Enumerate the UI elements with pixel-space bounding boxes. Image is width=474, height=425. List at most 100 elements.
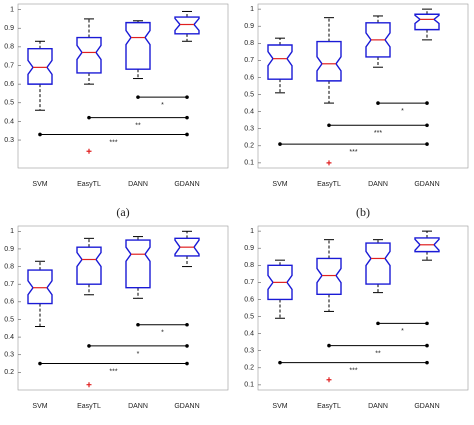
y-tick-label: 0.7 xyxy=(4,281,14,288)
bar-end xyxy=(327,123,331,128)
x-tick-label: EasyTL xyxy=(317,403,341,410)
box xyxy=(316,40,342,82)
significance-label: *** xyxy=(109,368,117,375)
box xyxy=(267,44,293,80)
significance-label: *** xyxy=(374,130,382,137)
x-tick-label: DANN xyxy=(368,181,388,188)
significance-label: *** xyxy=(109,139,117,146)
bar-end xyxy=(376,101,380,105)
x-tick-label: DANN xyxy=(368,403,388,410)
y-tick-label: 0.8 xyxy=(244,262,254,269)
bar-end xyxy=(425,123,429,128)
y-tick-label: 0.3 xyxy=(4,137,14,144)
x-tick-label: SVM xyxy=(32,403,47,410)
box xyxy=(174,237,200,257)
outlier xyxy=(326,160,332,166)
bar-end xyxy=(185,95,189,99)
bar-end xyxy=(185,115,189,120)
bar-end xyxy=(278,142,282,146)
significance-label: * xyxy=(401,328,404,335)
x-tick-label: DANN xyxy=(128,403,148,410)
box xyxy=(125,239,151,289)
significance-label: ** xyxy=(375,350,381,357)
significance-label: * xyxy=(161,102,164,109)
bar-end xyxy=(425,101,429,105)
box xyxy=(125,21,151,70)
box xyxy=(414,13,440,31)
y-tick-label: 0.2 xyxy=(4,369,14,376)
y-tick-label: 0.5 xyxy=(244,313,254,320)
y-tick-label: 0.4 xyxy=(4,334,14,341)
bar-end xyxy=(136,322,140,327)
x-tick-label: SVM xyxy=(272,403,287,410)
y-tick-label: 0.6 xyxy=(244,74,254,81)
y-tick-label: 0.8 xyxy=(4,263,14,270)
y-tick-label: 0.8 xyxy=(244,40,254,47)
y-tick-label: 0.6 xyxy=(4,81,14,88)
box xyxy=(76,246,102,285)
significance-label: ** xyxy=(135,123,141,130)
caption: (a) xyxy=(116,205,129,219)
significance-label: *** xyxy=(349,368,357,375)
axes-frame xyxy=(257,3,469,169)
y-tick-label: 0.7 xyxy=(244,279,254,286)
y-tick-label: 0.9 xyxy=(4,246,14,253)
bar-end xyxy=(87,344,91,348)
y-tick-label: 0.1 xyxy=(244,160,254,167)
bar-end xyxy=(327,343,331,348)
axes-frame xyxy=(17,3,229,169)
bar-end xyxy=(425,321,429,326)
y-tick-label: 0.2 xyxy=(244,365,254,372)
bar-end xyxy=(185,361,189,366)
bar-end xyxy=(278,360,282,365)
y-tick-label: 0.6 xyxy=(244,296,254,303)
box xyxy=(174,16,200,35)
y-tick-label: 0.2 xyxy=(244,143,254,150)
bar-end xyxy=(185,132,189,137)
bar-end xyxy=(425,142,429,146)
caption: (b) xyxy=(356,205,370,219)
bar-end xyxy=(376,321,380,326)
x-tick-label: GDANN xyxy=(414,403,439,410)
y-tick-label: 0.4 xyxy=(244,108,254,115)
y-tick-label: 0.7 xyxy=(4,62,14,69)
y-tick-label: 0.9 xyxy=(4,25,14,32)
box xyxy=(316,257,342,296)
x-tick-label: SVM xyxy=(272,181,287,188)
box xyxy=(76,36,102,74)
box xyxy=(267,264,293,301)
y-tick-label: 1 xyxy=(10,228,14,235)
y-tick-label: 0.9 xyxy=(244,23,254,30)
y-tick-label: 0.5 xyxy=(4,316,14,323)
y-tick-label: 1 xyxy=(10,6,14,13)
y-tick-label: 0.3 xyxy=(4,352,14,359)
x-tick-label: GDANN xyxy=(414,181,439,188)
box xyxy=(414,237,440,253)
y-tick-label: 1 xyxy=(250,228,254,235)
y-tick-label: 0.3 xyxy=(244,348,254,355)
significance-label: * xyxy=(137,351,140,358)
x-tick-label: GDANN xyxy=(174,403,199,410)
bar-end xyxy=(136,95,140,99)
axes-frame xyxy=(257,225,469,391)
axes-frame xyxy=(17,225,229,391)
y-tick-label: 0.6 xyxy=(4,299,14,306)
outlier xyxy=(86,148,92,154)
bar-end xyxy=(425,360,429,365)
outlier xyxy=(326,377,332,383)
x-tick-label: DANN xyxy=(128,181,148,188)
significance-label: *** xyxy=(349,149,357,156)
y-tick-label: 0.5 xyxy=(4,100,14,107)
significance-label: * xyxy=(161,330,164,337)
bar-end xyxy=(425,343,429,348)
y-tick-label: 0.5 xyxy=(244,91,254,98)
x-tick-label: EasyTL xyxy=(77,181,101,188)
x-tick-label: GDANN xyxy=(174,181,199,188)
y-tick-label: 0.3 xyxy=(244,126,254,133)
y-tick-label: 0.1 xyxy=(244,382,254,389)
y-tick-label: 1 xyxy=(250,6,254,13)
bar-end xyxy=(185,322,189,327)
x-tick-label: EasyTL xyxy=(77,403,101,410)
x-tick-label: EasyTL xyxy=(317,181,341,188)
